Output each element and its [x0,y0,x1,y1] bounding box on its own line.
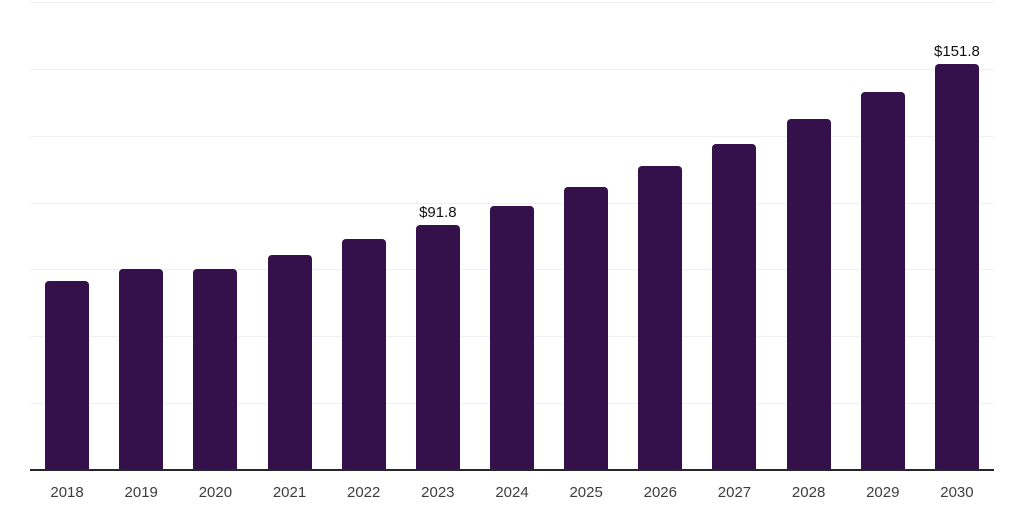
x-tick-label: 2024 [495,484,529,501]
bar-2023 [415,224,460,470]
x-tick-label: 2022 [347,484,381,501]
gridline [30,202,994,204]
x-axis-line [30,469,994,471]
x-tick-label: 2028 [791,484,826,501]
bar-2022 [341,239,386,470]
x-tick-label: 2030 [940,484,974,501]
bar-2025 [564,186,609,470]
x-tick-label: 2023 [421,484,455,501]
bar-2029 [860,92,905,470]
x-tick-label: 2019 [124,484,158,501]
gridline [30,135,994,137]
bar-2018 [45,281,90,470]
x-tick-label: 2029 [866,484,900,501]
gridline [30,2,994,3]
x-tick-label: 2026 [643,484,677,501]
bar-2019 [119,269,164,470]
x-tick-label: 2025 [569,484,603,501]
data-label: $91.8 [419,203,457,221]
bar-2027 [712,144,757,470]
x-tick-label: 2027 [717,484,752,501]
data-label: $151.8 [933,43,980,61]
bar-2026 [638,166,683,470]
gridline [30,68,994,70]
x-tick-label: 2021 [272,484,307,501]
bar-2030 [934,64,979,470]
x-tick-label: 2020 [198,484,233,501]
bar-2020 [193,269,238,470]
bar-2024 [490,206,534,470]
bar-2028 [786,119,831,470]
x-tick-label: 2018 [50,484,84,501]
bar-2021 [267,254,312,470]
